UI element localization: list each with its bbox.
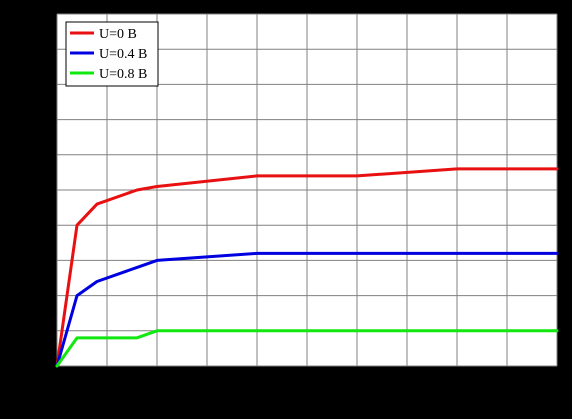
legend-label-2: U=0.4 B xyxy=(99,47,147,62)
series-line-2 xyxy=(55,251,559,368)
legend: U=0 B U=0.4 B U=0.8 B xyxy=(65,21,159,87)
legend-label-3: U=0.8 B xyxy=(99,67,147,82)
legend-label-1: U=0 B xyxy=(99,27,137,42)
series-lines xyxy=(55,167,559,368)
grid-lines xyxy=(56,13,558,367)
series-line-1 xyxy=(55,167,559,368)
series-line-3 xyxy=(55,329,559,368)
